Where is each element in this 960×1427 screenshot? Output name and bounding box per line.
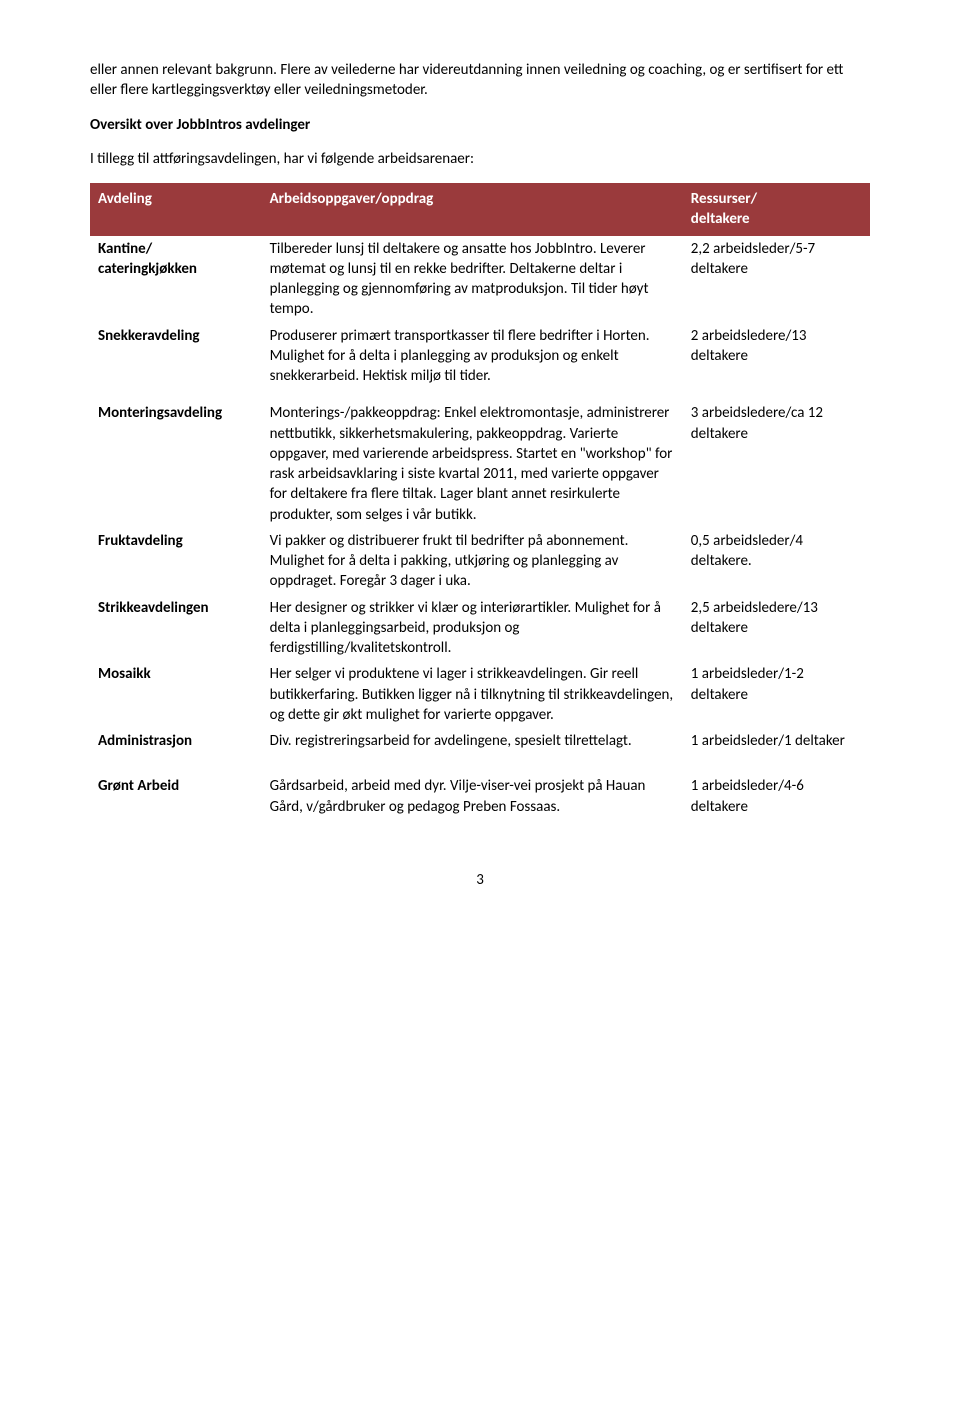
cell-res: 3 arbeidsledere/ca 12 deltakere — [683, 389, 870, 528]
intro-block: eller annen relevant bakgrunn. Flere av … — [90, 60, 870, 169]
table-header-row: Avdeling Arbeidsoppgaver/oppdrag Ressurs… — [90, 183, 870, 236]
cell-dept: Administrasjon — [90, 728, 262, 754]
col-header-oppdrag: Arbeidsoppgaver/oppdrag — [262, 183, 683, 236]
col-header-avdeling: Avdeling — [90, 183, 262, 236]
table-row: Snekkeravdeling Produserer primært trans… — [90, 323, 870, 390]
intro-paragraph: eller annen relevant bakgrunn. Flere av … — [90, 60, 870, 101]
cell-desc: Her selger vi produktene vi lager i stri… — [262, 661, 683, 728]
cell-dept: Snekkeravdeling — [90, 323, 262, 390]
cell-res: 2 arbeidsledere/13 deltakere — [683, 323, 870, 390]
table-row: Monteringsavdeling Monterings-/pakkeoppd… — [90, 389, 870, 528]
table-row: Fruktavdeling Vi pakker og distribuerer … — [90, 528, 870, 595]
table-group-3: Grønt Arbeid Gårdsarbeid, arbeid med dyr… — [90, 754, 870, 820]
cell-desc: Produserer primært transportkasser til f… — [262, 323, 683, 390]
table-group-2: Monteringsavdeling Monterings-/pakkeoppd… — [90, 389, 870, 754]
page-number: 3 — [90, 870, 870, 890]
col-header-ressurser: Ressurser/deltakere — [683, 183, 870, 236]
table-row: Kantine/cateringkjøkken Tilbereder lunsj… — [90, 236, 870, 323]
departments-table: Avdeling Arbeidsoppgaver/oppdrag Ressurs… — [90, 183, 870, 820]
table-row: Mosaikk Her selger vi produktene vi lage… — [90, 661, 870, 728]
cell-desc: Gårdsarbeid, arbeid med dyr. Vilje-viser… — [262, 754, 683, 820]
cell-dept: Strikkeavdelingen — [90, 595, 262, 662]
cell-dept: Mosaikk — [90, 661, 262, 728]
section-heading: Oversikt over JobbIntros avdelinger — [90, 115, 870, 135]
table-group-1: Kantine/cateringkjøkken Tilbereder lunsj… — [90, 236, 870, 390]
cell-desc: Monterings-/pakkeoppdrag: Enkel elektrom… — [262, 389, 683, 528]
cell-res: 1 arbeidsleder/1 deltaker — [683, 728, 870, 754]
cell-desc: Tilbereder lunsj til deltakere og ansatt… — [262, 236, 683, 323]
section-subheading: I tillegg til attføringsavdelingen, har … — [90, 149, 870, 169]
cell-dept: Monteringsavdeling — [90, 389, 262, 528]
cell-desc: Vi pakker og distribuerer frukt til bedr… — [262, 528, 683, 595]
cell-dept: Grønt Arbeid — [90, 754, 262, 820]
cell-dept: Fruktavdeling — [90, 528, 262, 595]
table-row: Administrasjon Div. registreringsarbeid … — [90, 728, 870, 754]
cell-desc: Her designer og strikker vi klær og inte… — [262, 595, 683, 662]
cell-res: 1 arbeidsleder/4-6 deltakere — [683, 754, 870, 820]
cell-dept: Kantine/cateringkjøkken — [90, 236, 262, 323]
table-row: Grønt Arbeid Gårdsarbeid, arbeid med dyr… — [90, 754, 870, 820]
cell-res: 2,2 arbeidsleder/5-7 deltakere — [683, 236, 870, 323]
cell-res: 0,5 arbeidsleder/4 deltakere. — [683, 528, 870, 595]
cell-res: 1 arbeidsleder/1-2 deltakere — [683, 661, 870, 728]
table-row: Strikkeavdelingen Her designer og strikk… — [90, 595, 870, 662]
cell-desc: Div. registreringsarbeid for avdelingene… — [262, 728, 683, 754]
cell-res: 2,5 arbeidsledere/13 deltakere — [683, 595, 870, 662]
